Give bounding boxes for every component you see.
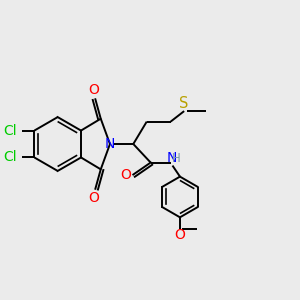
Text: O: O: [88, 191, 99, 205]
Text: N: N: [167, 152, 177, 165]
Text: O: O: [120, 167, 131, 182]
Text: Cl: Cl: [3, 151, 16, 164]
Text: O: O: [175, 228, 185, 242]
Text: Cl: Cl: [3, 124, 16, 138]
Text: O: O: [88, 83, 99, 97]
Text: S: S: [179, 96, 189, 111]
Text: N: N: [105, 137, 115, 151]
Text: H: H: [172, 152, 181, 165]
